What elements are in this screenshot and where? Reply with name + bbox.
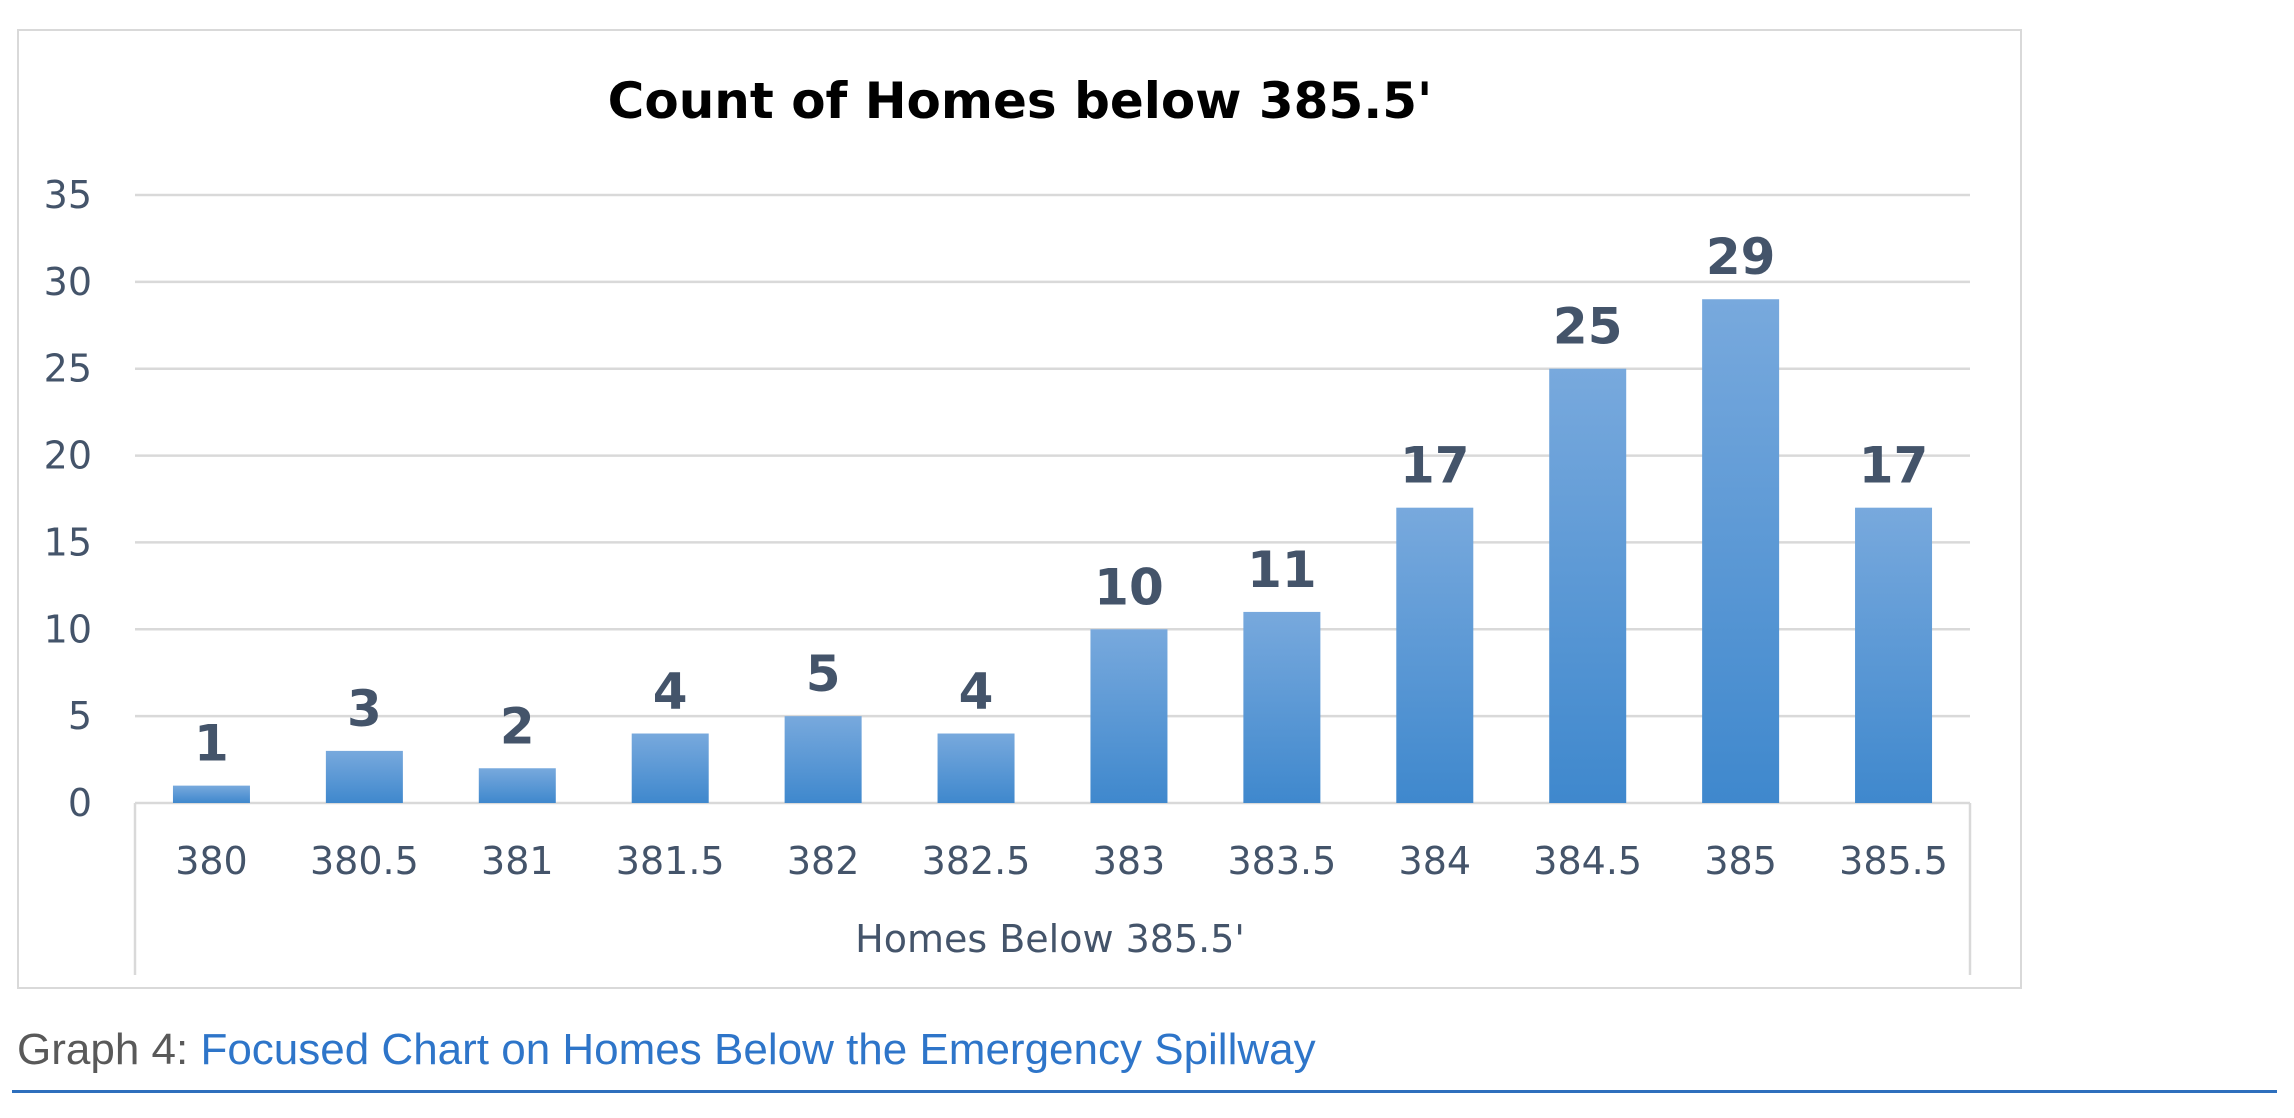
bar-380.5 <box>325 750 403 803</box>
x-tick-label: 383 <box>1093 839 1166 883</box>
x-tick-label: 382.5 <box>922 839 1031 883</box>
data-label: 2 <box>500 697 535 755</box>
x-tick-label: 381.5 <box>616 839 725 883</box>
y-tick-label: 25 <box>44 347 92 391</box>
data-label: 17 <box>1400 437 1470 495</box>
bar-380 <box>172 785 250 803</box>
data-label: 5 <box>806 645 841 703</box>
bar-385.5 <box>1855 507 1933 803</box>
x-tick-label: 385.5 <box>1839 839 1948 883</box>
y-tick-label: 15 <box>44 520 92 564</box>
y-tick-label: 20 <box>44 434 92 478</box>
data-label: 3 <box>347 680 382 738</box>
data-label: 4 <box>653 663 688 721</box>
x-tick-label: 380.5 <box>310 839 419 883</box>
x-tick-label: 385 <box>1704 839 1777 883</box>
y-tick-label: 0 <box>68 781 92 825</box>
data-label: 25 <box>1553 298 1623 356</box>
y-tick-label: 10 <box>44 607 92 651</box>
data-label: 29 <box>1706 228 1776 286</box>
data-label: 11 <box>1247 541 1317 599</box>
bar-381.5 <box>631 733 709 803</box>
data-label: 1 <box>194 715 229 773</box>
y-tick-label: 5 <box>68 694 92 738</box>
y-tick-label: 30 <box>44 260 92 304</box>
data-label: 4 <box>959 663 994 721</box>
x-tick-label: 382 <box>787 839 860 883</box>
bar-384 <box>1396 507 1474 803</box>
data-label: 10 <box>1094 558 1164 616</box>
bar-381 <box>478 768 556 803</box>
x-tick-label: 381 <box>481 839 554 883</box>
x-tick-label: 383.5 <box>1227 839 1336 883</box>
x-tick-label: 384.5 <box>1533 839 1642 883</box>
x-axis-label: Homes Below 385.5' <box>855 917 1245 961</box>
bar-382.5 <box>937 733 1015 803</box>
caption-underline <box>12 1090 2277 1093</box>
bar-383 <box>1090 629 1168 803</box>
figure-caption: Graph 4: Focused Chart on Homes Below th… <box>17 1020 1316 1080</box>
bar-384.5 <box>1549 368 1627 803</box>
chart-frame <box>17 29 2022 989</box>
data-label: 17 <box>1859 437 1929 495</box>
bar-383.5 <box>1243 611 1321 803</box>
caption-title: Focused Chart on Homes Below the Emergen… <box>200 1025 1316 1074</box>
bar-382 <box>784 716 862 803</box>
chart-title: Count of Homes below 385.5' <box>608 72 1433 130</box>
x-tick-label: 380 <box>175 839 248 883</box>
bar-385 <box>1702 299 1780 803</box>
x-tick-label: 384 <box>1399 839 1472 883</box>
y-tick-label: 35 <box>44 173 92 217</box>
caption-prefix: Graph 4: <box>17 1025 201 1074</box>
